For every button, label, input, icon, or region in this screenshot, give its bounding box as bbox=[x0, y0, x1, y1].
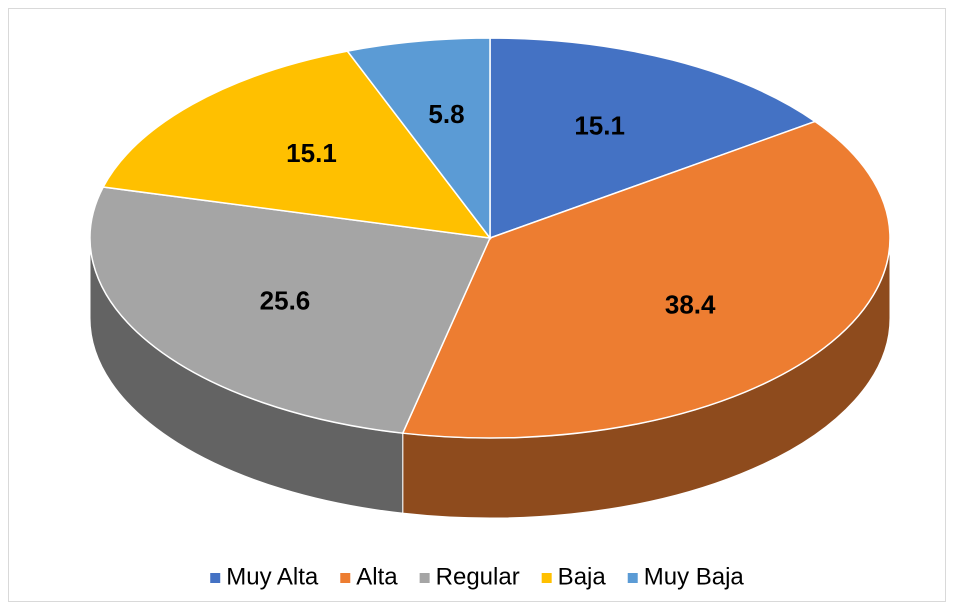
pie-slice bbox=[346, 37, 491, 241]
pie-slice bbox=[489, 37, 817, 240]
legend: Muy Alta Alta Regular Baja Muy Baja bbox=[210, 563, 744, 590]
pie-slice bbox=[89, 186, 492, 434]
legend-label: Alta bbox=[356, 563, 398, 590]
legend-swatch bbox=[340, 573, 351, 583]
data-label: 5.8 bbox=[428, 99, 464, 129]
legend-swatch bbox=[541, 573, 552, 583]
legend-swatch bbox=[419, 573, 430, 583]
legend-label: Regular bbox=[436, 563, 520, 590]
legend-label: Muy Baja bbox=[644, 563, 745, 590]
legend-swatch bbox=[627, 573, 638, 583]
legend-label: Muy Alta bbox=[226, 563, 319, 590]
legend-swatch bbox=[210, 573, 221, 583]
data-label: 15.1 bbox=[286, 138, 337, 168]
legend-label: Baja bbox=[558, 563, 607, 590]
data-label: 25.6 bbox=[260, 285, 311, 315]
data-label: 15.1 bbox=[574, 111, 625, 141]
pie-slice bbox=[102, 50, 492, 239]
data-label: 38.4 bbox=[665, 289, 716, 319]
pie-slice bbox=[401, 120, 891, 439]
